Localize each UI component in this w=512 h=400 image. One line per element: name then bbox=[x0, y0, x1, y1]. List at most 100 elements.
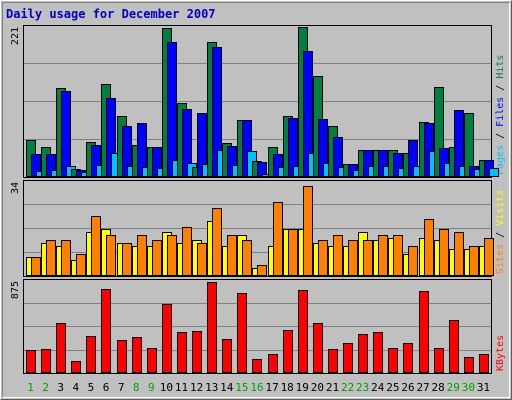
legend-part: / bbox=[495, 226, 506, 244]
x-tick-label: 3 bbox=[57, 381, 64, 394]
bar-sites-day-22 bbox=[348, 240, 358, 276]
x-tick-label: 8 bbox=[133, 381, 140, 394]
bar-kbytes-day-5 bbox=[86, 336, 96, 373]
legend-part: / bbox=[495, 79, 506, 97]
bar-sites-day-25 bbox=[393, 235, 403, 276]
legend-part: Pages bbox=[495, 145, 506, 175]
bar-sites-day-29 bbox=[454, 232, 464, 276]
x-tick-label: 10 bbox=[160, 381, 173, 394]
x-tick-label: 26 bbox=[401, 381, 414, 394]
bar-files-day-10 bbox=[167, 42, 177, 177]
bar-sites-day-16 bbox=[257, 265, 267, 276]
x-tick-label: 22 bbox=[341, 381, 354, 394]
x-tick-label: 12 bbox=[190, 381, 203, 394]
bar-sites-day-7 bbox=[122, 243, 132, 276]
bar-sites-day-5 bbox=[91, 216, 101, 276]
bar-sites-day-2 bbox=[46, 240, 56, 276]
panel-top-max-label: 221 bbox=[10, 27, 21, 45]
bar-kbytes-day-18 bbox=[283, 330, 293, 373]
bar-sites-day-18 bbox=[288, 229, 298, 276]
x-tick-label: 14 bbox=[220, 381, 234, 394]
x-tick-label: 9 bbox=[148, 381, 155, 394]
x-tick-label: 25 bbox=[386, 381, 399, 394]
bar-kbytes-day-10 bbox=[162, 304, 172, 373]
bar-kbytes-day-4 bbox=[71, 361, 81, 373]
x-tick-label: 5 bbox=[88, 381, 95, 394]
x-tick-label: 19 bbox=[296, 381, 309, 394]
bar-sites-day-13 bbox=[212, 208, 222, 276]
x-tick-label: 17 bbox=[265, 381, 278, 394]
x-tick-label: 1 bbox=[27, 381, 34, 394]
legend-part: Hits bbox=[495, 55, 506, 79]
bar-kbytes-day-28 bbox=[434, 348, 444, 373]
bar-kbytes-day-11 bbox=[177, 332, 187, 373]
bar-kbytes-day-27 bbox=[419, 291, 429, 373]
x-tick-label: 30 bbox=[462, 381, 475, 394]
x-tick-label: 2 bbox=[42, 381, 49, 394]
bar-kbytes-day-30 bbox=[464, 357, 474, 373]
bar-kbytes-day-7 bbox=[117, 340, 127, 373]
x-axis-labels: 1 2 3 4 5 6 7 8 9 10 11 12 13 14 15 16 17 18 19 20 21 22 23 24 2… bbox=[27, 381, 490, 394]
bar-kbytes-day-16 bbox=[252, 359, 262, 373]
x-tick-label: 23 bbox=[356, 381, 369, 394]
legend-part: Visits bbox=[495, 190, 506, 226]
bar-sites-day-14 bbox=[227, 235, 237, 276]
panel-top-legend: Pages / Files / Hits bbox=[495, 55, 506, 175]
chart-panels: 221 Pages / Files / Hits 34 Sites / Visits 8… bbox=[10, 25, 506, 374]
bar-sites-day-6 bbox=[106, 235, 116, 276]
chart-title: Daily usage for December 2007 bbox=[6, 7, 216, 21]
bar-kbytes-day-14 bbox=[222, 339, 232, 373]
panel-bot: 875 KBytes bbox=[10, 279, 506, 374]
bar-kbytes-day-3 bbox=[56, 323, 66, 373]
x-tick-label: 20 bbox=[311, 381, 324, 394]
x-tick-label: 11 bbox=[175, 381, 188, 394]
bar-sites-day-15 bbox=[242, 240, 252, 276]
bar-sites-day-26 bbox=[408, 246, 418, 276]
panel-top: 221 Pages / Files / Hits bbox=[10, 25, 506, 178]
bar-kbytes-day-31 bbox=[479, 354, 489, 373]
bar-kbytes-day-17 bbox=[268, 354, 278, 373]
bar-kbytes-day-6 bbox=[101, 289, 111, 373]
bar-kbytes-day-29 bbox=[449, 320, 459, 373]
bar-files-day-3 bbox=[61, 91, 71, 177]
bar-sites-day-21 bbox=[333, 235, 343, 276]
x-tick-label: 7 bbox=[118, 381, 125, 394]
bar-sites-day-3 bbox=[61, 240, 71, 276]
bar-kbytes-day-20 bbox=[313, 323, 323, 373]
bar-sites-day-10 bbox=[167, 235, 177, 276]
bar-kbytes-day-2 bbox=[41, 349, 51, 373]
x-tick-label: 6 bbox=[103, 381, 110, 394]
bar-sites-day-17 bbox=[273, 202, 283, 276]
bar-sites-day-23 bbox=[363, 240, 373, 276]
bar-sites-day-1 bbox=[31, 257, 41, 276]
bar-kbytes-day-1 bbox=[26, 350, 36, 373]
legend-part: Files bbox=[495, 97, 506, 127]
x-tick-label: 16 bbox=[250, 381, 263, 394]
bar-sites-day-27 bbox=[424, 219, 434, 276]
bar-kbytes-day-13 bbox=[207, 282, 217, 373]
bar-sites-day-20 bbox=[318, 240, 328, 276]
x-tick-label: 28 bbox=[432, 381, 445, 394]
bar-sites-day-24 bbox=[378, 235, 388, 276]
bar-sites-day-9 bbox=[152, 240, 162, 276]
x-tick-label: 4 bbox=[73, 381, 80, 394]
x-tick-label: 21 bbox=[326, 381, 339, 394]
bar-kbytes-day-15 bbox=[237, 293, 247, 373]
bar-kbytes-day-12 bbox=[192, 331, 202, 373]
x-tick-label: 27 bbox=[416, 381, 429, 394]
bar-sites-day-31 bbox=[484, 238, 494, 276]
bar-sites-day-8 bbox=[137, 235, 147, 276]
x-tick-label: 13 bbox=[205, 381, 218, 394]
bar-sites-day-4 bbox=[76, 254, 86, 276]
bar-sites-day-12 bbox=[197, 243, 207, 276]
bar-pages-day-31 bbox=[489, 168, 499, 177]
bar-sites-day-30 bbox=[469, 246, 479, 276]
bar-kbytes-day-19 bbox=[298, 290, 308, 373]
bar-kbytes-day-22 bbox=[343, 343, 353, 373]
bar-kbytes-day-21 bbox=[328, 349, 338, 373]
bar-kbytes-day-8 bbox=[132, 337, 142, 373]
bar-kbytes-day-26 bbox=[403, 343, 413, 373]
